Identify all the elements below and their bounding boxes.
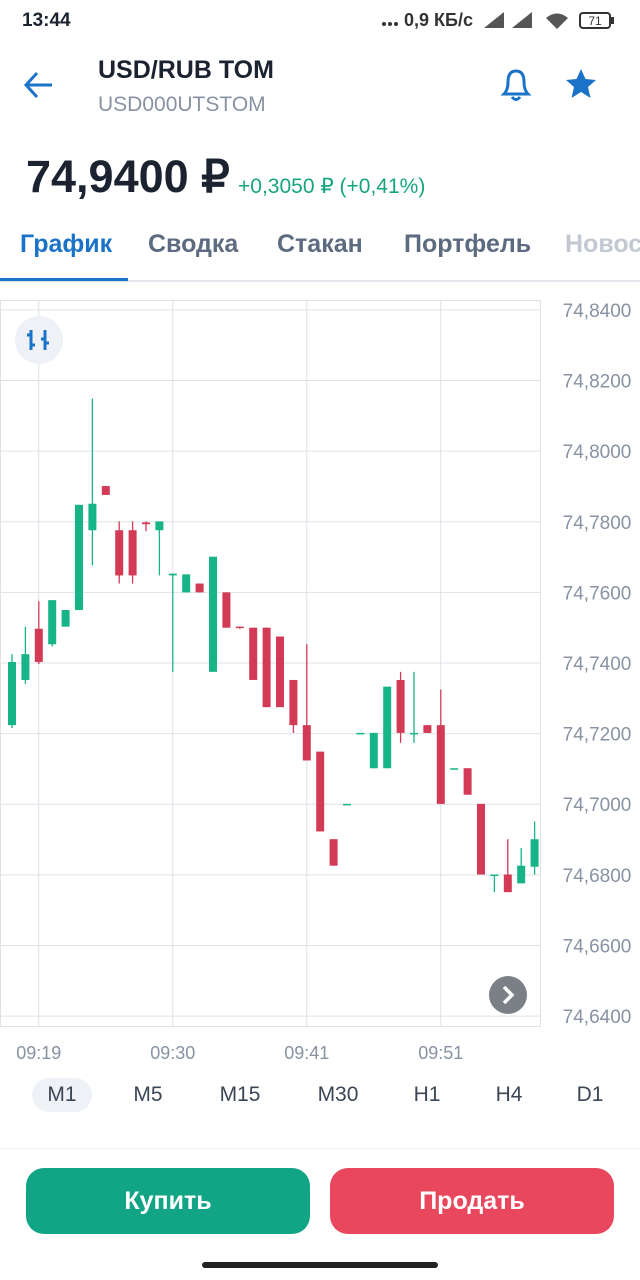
candle-body [436, 725, 445, 804]
candle-body [209, 556, 217, 672]
candle-body [34, 628, 43, 662]
status-time: 13:44 [22, 10, 71, 31]
timeframe[interactable]: M30 [317, 1083, 359, 1106]
candle-body [490, 874, 499, 877]
candle-body [463, 768, 472, 795]
candle-body [128, 530, 137, 576]
candle-body [155, 521, 164, 531]
candle-body [517, 865, 526, 884]
y-tick-label: 74,7000 [563, 795, 632, 816]
tab-indicator [0, 278, 128, 281]
chart-type-button[interactable] [14, 315, 64, 365]
y-tick-label: 74,6400 [563, 1007, 632, 1028]
candle-body [115, 530, 124, 576]
sell-button[interactable]: Продать [330, 1168, 614, 1234]
candle-body [450, 768, 459, 770]
candle-body [356, 732, 365, 735]
candlestick-chart: 74,8400 74,8200 74,8000 74,7800 74,7600 74,74… [0, 300, 632, 1063]
candle-body [343, 803, 351, 806]
timeframe[interactable]: H4 [495, 1083, 523, 1106]
y-tick-label: 74,7200 [563, 725, 632, 746]
candle-body [503, 874, 512, 893]
alert-button[interactable] [498, 66, 534, 104]
candle-body [222, 592, 231, 628]
tab[interactable]: График [20, 230, 113, 258]
status-icons: 71 [382, 12, 614, 29]
x-tick-label: 09:51 [418, 1043, 463, 1063]
candle-body [195, 583, 204, 593]
y-tick-label: 74,6800 [563, 866, 632, 887]
scroll-latest-button[interactable] [488, 975, 528, 1015]
y-tick-label: 74,7600 [563, 583, 632, 604]
y-tick-label: 74,7400 [563, 654, 632, 675]
x-tick-label: 09:41 [284, 1043, 329, 1063]
candle-body [262, 627, 271, 708]
candle-body [249, 627, 258, 680]
candle-body [75, 504, 83, 611]
timeframe[interactable]: M15 [219, 1083, 261, 1106]
y-tick-label: 74,8000 [563, 442, 632, 463]
candle-body [101, 486, 110, 495]
candle-body [316, 751, 325, 832]
candle-body [396, 679, 405, 733]
candle-body [8, 661, 16, 726]
candle-body [182, 574, 191, 593]
candle-body [142, 522, 150, 525]
instrument-title: USD/RUB TOM [98, 56, 274, 84]
status-network: 0,9 КБ/с [404, 10, 473, 30]
candle-body [383, 686, 392, 769]
x-tick-label: 09:19 [16, 1043, 61, 1063]
tab[interactable]: Портфель [404, 230, 532, 258]
candle-body [21, 654, 30, 680]
y-tick-label: 74,7800 [563, 513, 632, 534]
candle-body [235, 626, 244, 629]
timeframe[interactable]: D1 [576, 1083, 604, 1106]
candle-body [168, 573, 177, 576]
candle-body [423, 725, 432, 733]
candle-body [477, 803, 485, 875]
candle-body [302, 725, 311, 761]
tab-divider [0, 280, 640, 282]
buy-button[interactable]: Купить [26, 1168, 310, 1234]
candle-body [276, 636, 284, 708]
price-change: +0,3050 ₽ (+0,41%) [238, 175, 426, 198]
y-tick-label: 74,8200 [563, 372, 632, 393]
price: 74,9400 ₽ [26, 151, 230, 202]
back-button[interactable] [22, 68, 56, 102]
candle-body [48, 600, 57, 645]
y-tick-label: 74,6600 [563, 936, 632, 957]
candle-body [410, 732, 418, 735]
candle-body [369, 732, 378, 769]
tab[interactable]: Сводка [148, 230, 239, 258]
candle-body [329, 839, 338, 866]
candle-body [530, 839, 539, 867]
x-tick-label: 09:30 [150, 1043, 195, 1063]
favorite-button[interactable] [563, 66, 599, 102]
candle-body [61, 610, 70, 627]
tab[interactable]: Новости [565, 230, 640, 258]
instrument-ticker: USD000UTSTOM [98, 93, 266, 116]
tab[interactable]: Стакан [277, 230, 363, 258]
y-tick-label: 74,8400 [563, 301, 632, 322]
battery-level: 71 [588, 14, 602, 28]
footer-divider [0, 1148, 640, 1149]
timeframe[interactable]: H1 [413, 1083, 441, 1106]
home-indicator [202, 1262, 438, 1268]
timeframe[interactable]: M5 [133, 1083, 163, 1106]
timeframe[interactable]: M1 [32, 1078, 92, 1112]
candle-body [88, 503, 97, 531]
candle-body [289, 679, 298, 726]
